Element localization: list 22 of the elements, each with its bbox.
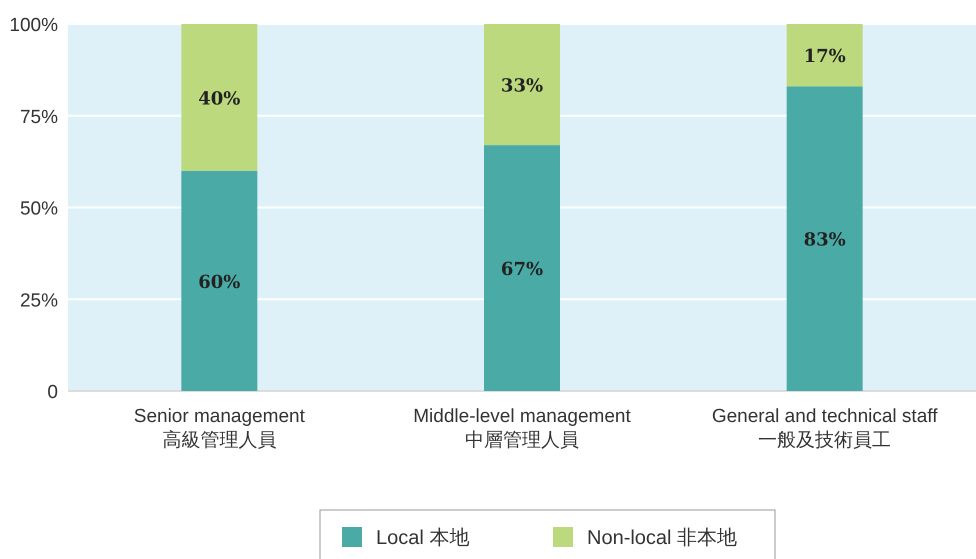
y-tick-label: 100% xyxy=(9,15,58,36)
data-label: 33% xyxy=(500,76,544,97)
y-tick-label: 0 xyxy=(47,382,58,403)
data-label: 83% xyxy=(804,230,846,251)
bar xyxy=(786,86,863,391)
x-tick-label: General and technical staff 一般及技術員工 xyxy=(712,406,938,451)
bar xyxy=(484,24,560,146)
bar xyxy=(181,24,258,171)
bar xyxy=(786,24,863,86)
data-label: 67% xyxy=(500,259,544,280)
bar xyxy=(484,145,560,391)
legend-label: Non-local 非本地 xyxy=(587,527,738,549)
data-label: 60% xyxy=(198,272,240,293)
x-tick-label: Middle-level management 中層管理人員 xyxy=(413,406,632,451)
data-label: 40% xyxy=(198,88,240,110)
data-label: 17% xyxy=(804,46,846,68)
y-tick-label: 75% xyxy=(20,106,58,128)
x-tick-label: Senior management 高級管理人員 xyxy=(134,406,306,451)
legend-label: Local 本地 xyxy=(376,527,470,549)
y-tick-label: 25% xyxy=(20,290,58,312)
y-tick-label: 50% xyxy=(20,198,58,220)
bar xyxy=(181,170,258,391)
